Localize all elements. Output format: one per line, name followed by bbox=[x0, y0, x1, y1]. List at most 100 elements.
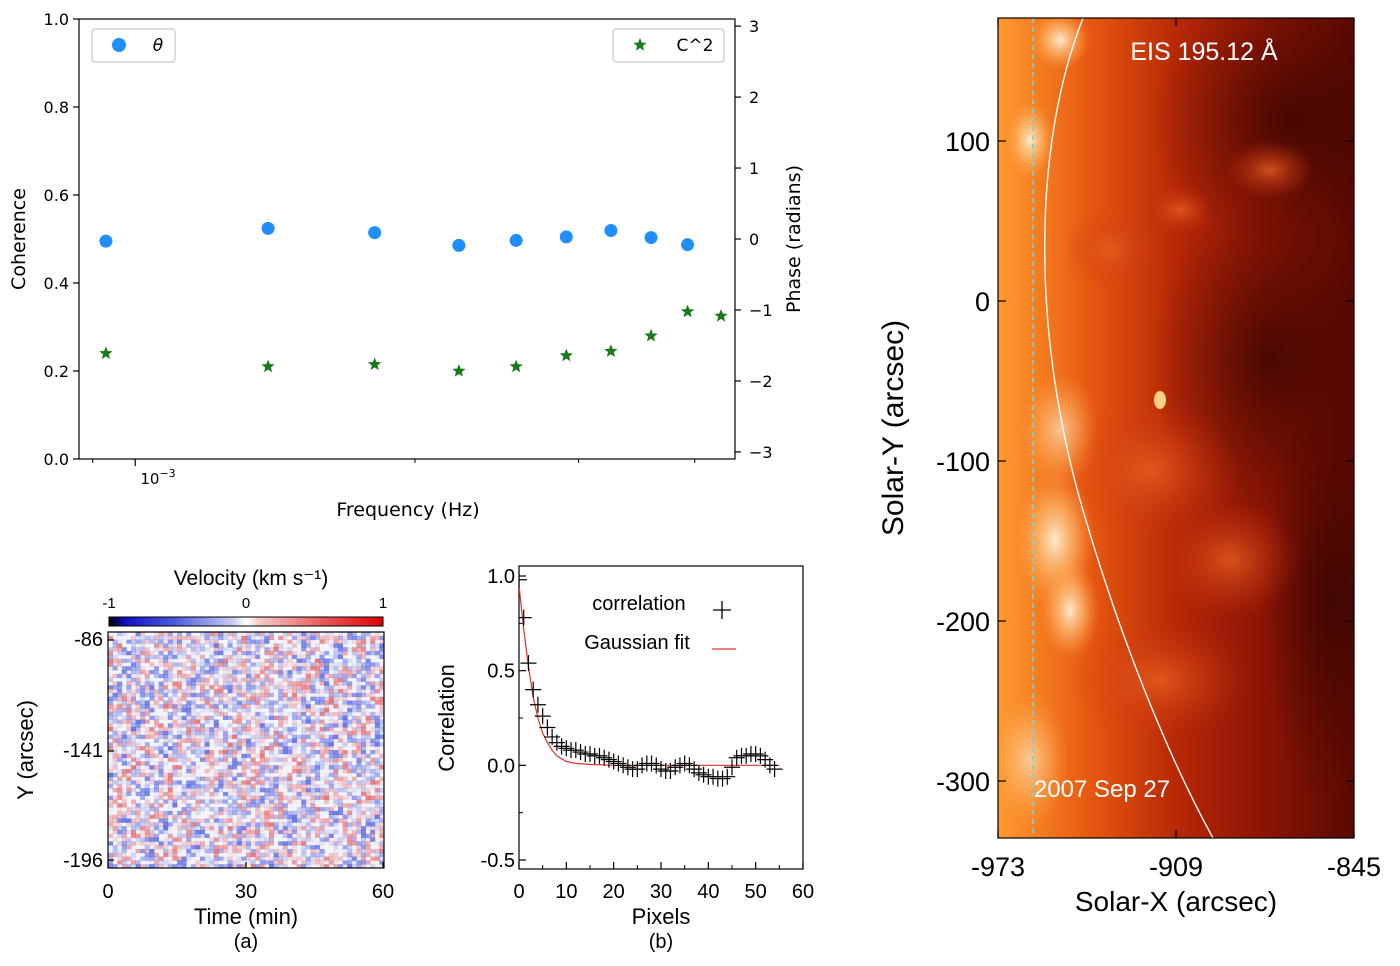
velocity-cell bbox=[232, 651, 238, 656]
velocity-cell bbox=[181, 864, 187, 868]
velocity-cell bbox=[149, 639, 155, 644]
velocity-cell bbox=[209, 848, 215, 854]
velocity-cell bbox=[310, 681, 316, 686]
velocity-cell bbox=[223, 715, 228, 720]
velocity-cell bbox=[126, 738, 132, 743]
velocity-cell bbox=[163, 647, 169, 652]
velocity-cell bbox=[223, 864, 228, 868]
velocity-cell bbox=[246, 845, 251, 850]
velocity-cell bbox=[172, 761, 178, 766]
velocity-cell bbox=[117, 711, 123, 717]
velocity-cell bbox=[356, 704, 362, 709]
velocity-cell bbox=[232, 632, 238, 637]
velocity-cell bbox=[241, 708, 247, 713]
velocity-cell bbox=[273, 681, 279, 686]
velocity-cell bbox=[259, 677, 265, 682]
colorbar-tick-mid: 0 bbox=[242, 595, 250, 612]
velocity-cell bbox=[379, 670, 384, 675]
velocity-cell bbox=[167, 826, 173, 831]
velocity-cell bbox=[121, 860, 127, 865]
velocity-cell bbox=[108, 700, 113, 705]
velocity-cell bbox=[273, 829, 279, 835]
velocity-cell bbox=[213, 738, 219, 743]
velocity-cell bbox=[287, 837, 293, 842]
velocity-cell bbox=[126, 666, 132, 671]
velocity-cell bbox=[333, 734, 339, 739]
velocity-cell bbox=[131, 715, 136, 720]
velocity-cell bbox=[218, 837, 224, 842]
velocity-cell bbox=[241, 647, 247, 652]
velocity-cell bbox=[131, 651, 136, 656]
velocity-cell bbox=[144, 685, 150, 690]
velocity-cell bbox=[255, 780, 261, 785]
velocity-cell bbox=[131, 750, 136, 755]
velocity-cell bbox=[356, 677, 362, 682]
velocity-cell bbox=[269, 670, 274, 675]
velocity-cell bbox=[241, 784, 247, 789]
velocity-cell bbox=[310, 856, 316, 861]
c2-point bbox=[99, 346, 113, 360]
velocity-cell bbox=[135, 833, 141, 838]
velocity-cell bbox=[213, 841, 219, 846]
velocity-cell bbox=[338, 730, 343, 736]
velocity-cell bbox=[200, 818, 205, 823]
velocity-cell bbox=[186, 715, 192, 720]
velocity-cell bbox=[158, 795, 164, 800]
velocity-cell bbox=[361, 654, 366, 660]
velocity-cell bbox=[227, 769, 233, 774]
velocity-cell bbox=[342, 765, 348, 770]
velocity-cell bbox=[186, 746, 192, 751]
velocity-cell bbox=[370, 750, 376, 755]
velocity-cell bbox=[356, 719, 362, 724]
caption-a: (a) bbox=[234, 931, 258, 953]
velocity-cell bbox=[209, 826, 215, 831]
velocity-cell bbox=[342, 727, 348, 732]
correlation-point bbox=[519, 609, 532, 626]
velocity-cell bbox=[195, 780, 201, 785]
velocity-cell bbox=[351, 753, 357, 759]
velocity-cell bbox=[301, 723, 307, 728]
velocity-cell bbox=[195, 784, 201, 789]
velocity-cell bbox=[121, 845, 127, 850]
velocity-cell bbox=[177, 814, 182, 819]
velocity-cell bbox=[370, 848, 376, 854]
velocity-cell bbox=[259, 704, 265, 709]
velocity-cell bbox=[158, 803, 164, 808]
velocity-cell bbox=[315, 734, 320, 739]
velocity-cell bbox=[131, 818, 136, 823]
velocity-cell bbox=[149, 746, 155, 751]
velocity-cell bbox=[351, 647, 357, 652]
velocity-cell bbox=[108, 746, 113, 751]
velocity-cell bbox=[315, 765, 320, 770]
velocity-cell bbox=[255, 734, 261, 739]
velocity-cell bbox=[296, 639, 302, 644]
velocity-cell bbox=[292, 651, 297, 656]
velocity-cell bbox=[131, 765, 136, 770]
velocity-cell bbox=[356, 761, 362, 766]
velocity-cell bbox=[117, 700, 123, 705]
velocity-cell bbox=[163, 715, 169, 720]
velocity-cell bbox=[181, 715, 187, 720]
velocity-cell bbox=[292, 791, 297, 797]
velocity-cell bbox=[200, 746, 205, 751]
velocity-cell bbox=[269, 651, 274, 656]
velocity-cell bbox=[365, 715, 371, 720]
velocity-cell bbox=[328, 738, 334, 743]
velocity-cell bbox=[255, 719, 261, 724]
velocity-cell bbox=[227, 826, 233, 831]
velocity-cell bbox=[108, 795, 113, 800]
velocity-cell bbox=[177, 826, 182, 831]
velocity-cell bbox=[232, 654, 238, 660]
velocity-cell bbox=[232, 662, 238, 667]
velocity-cell bbox=[365, 841, 371, 846]
velocity-cell bbox=[278, 757, 284, 762]
velocity-cell bbox=[195, 864, 201, 868]
velocity-cell bbox=[181, 784, 187, 789]
velocity-cell bbox=[218, 829, 224, 835]
velocity-cell bbox=[140, 807, 146, 812]
velocity-cell bbox=[218, 742, 224, 747]
velocity-cell bbox=[361, 837, 366, 842]
velocity-cell bbox=[131, 860, 136, 865]
velocity-cell bbox=[365, 769, 371, 774]
velocity-cell bbox=[108, 822, 113, 827]
